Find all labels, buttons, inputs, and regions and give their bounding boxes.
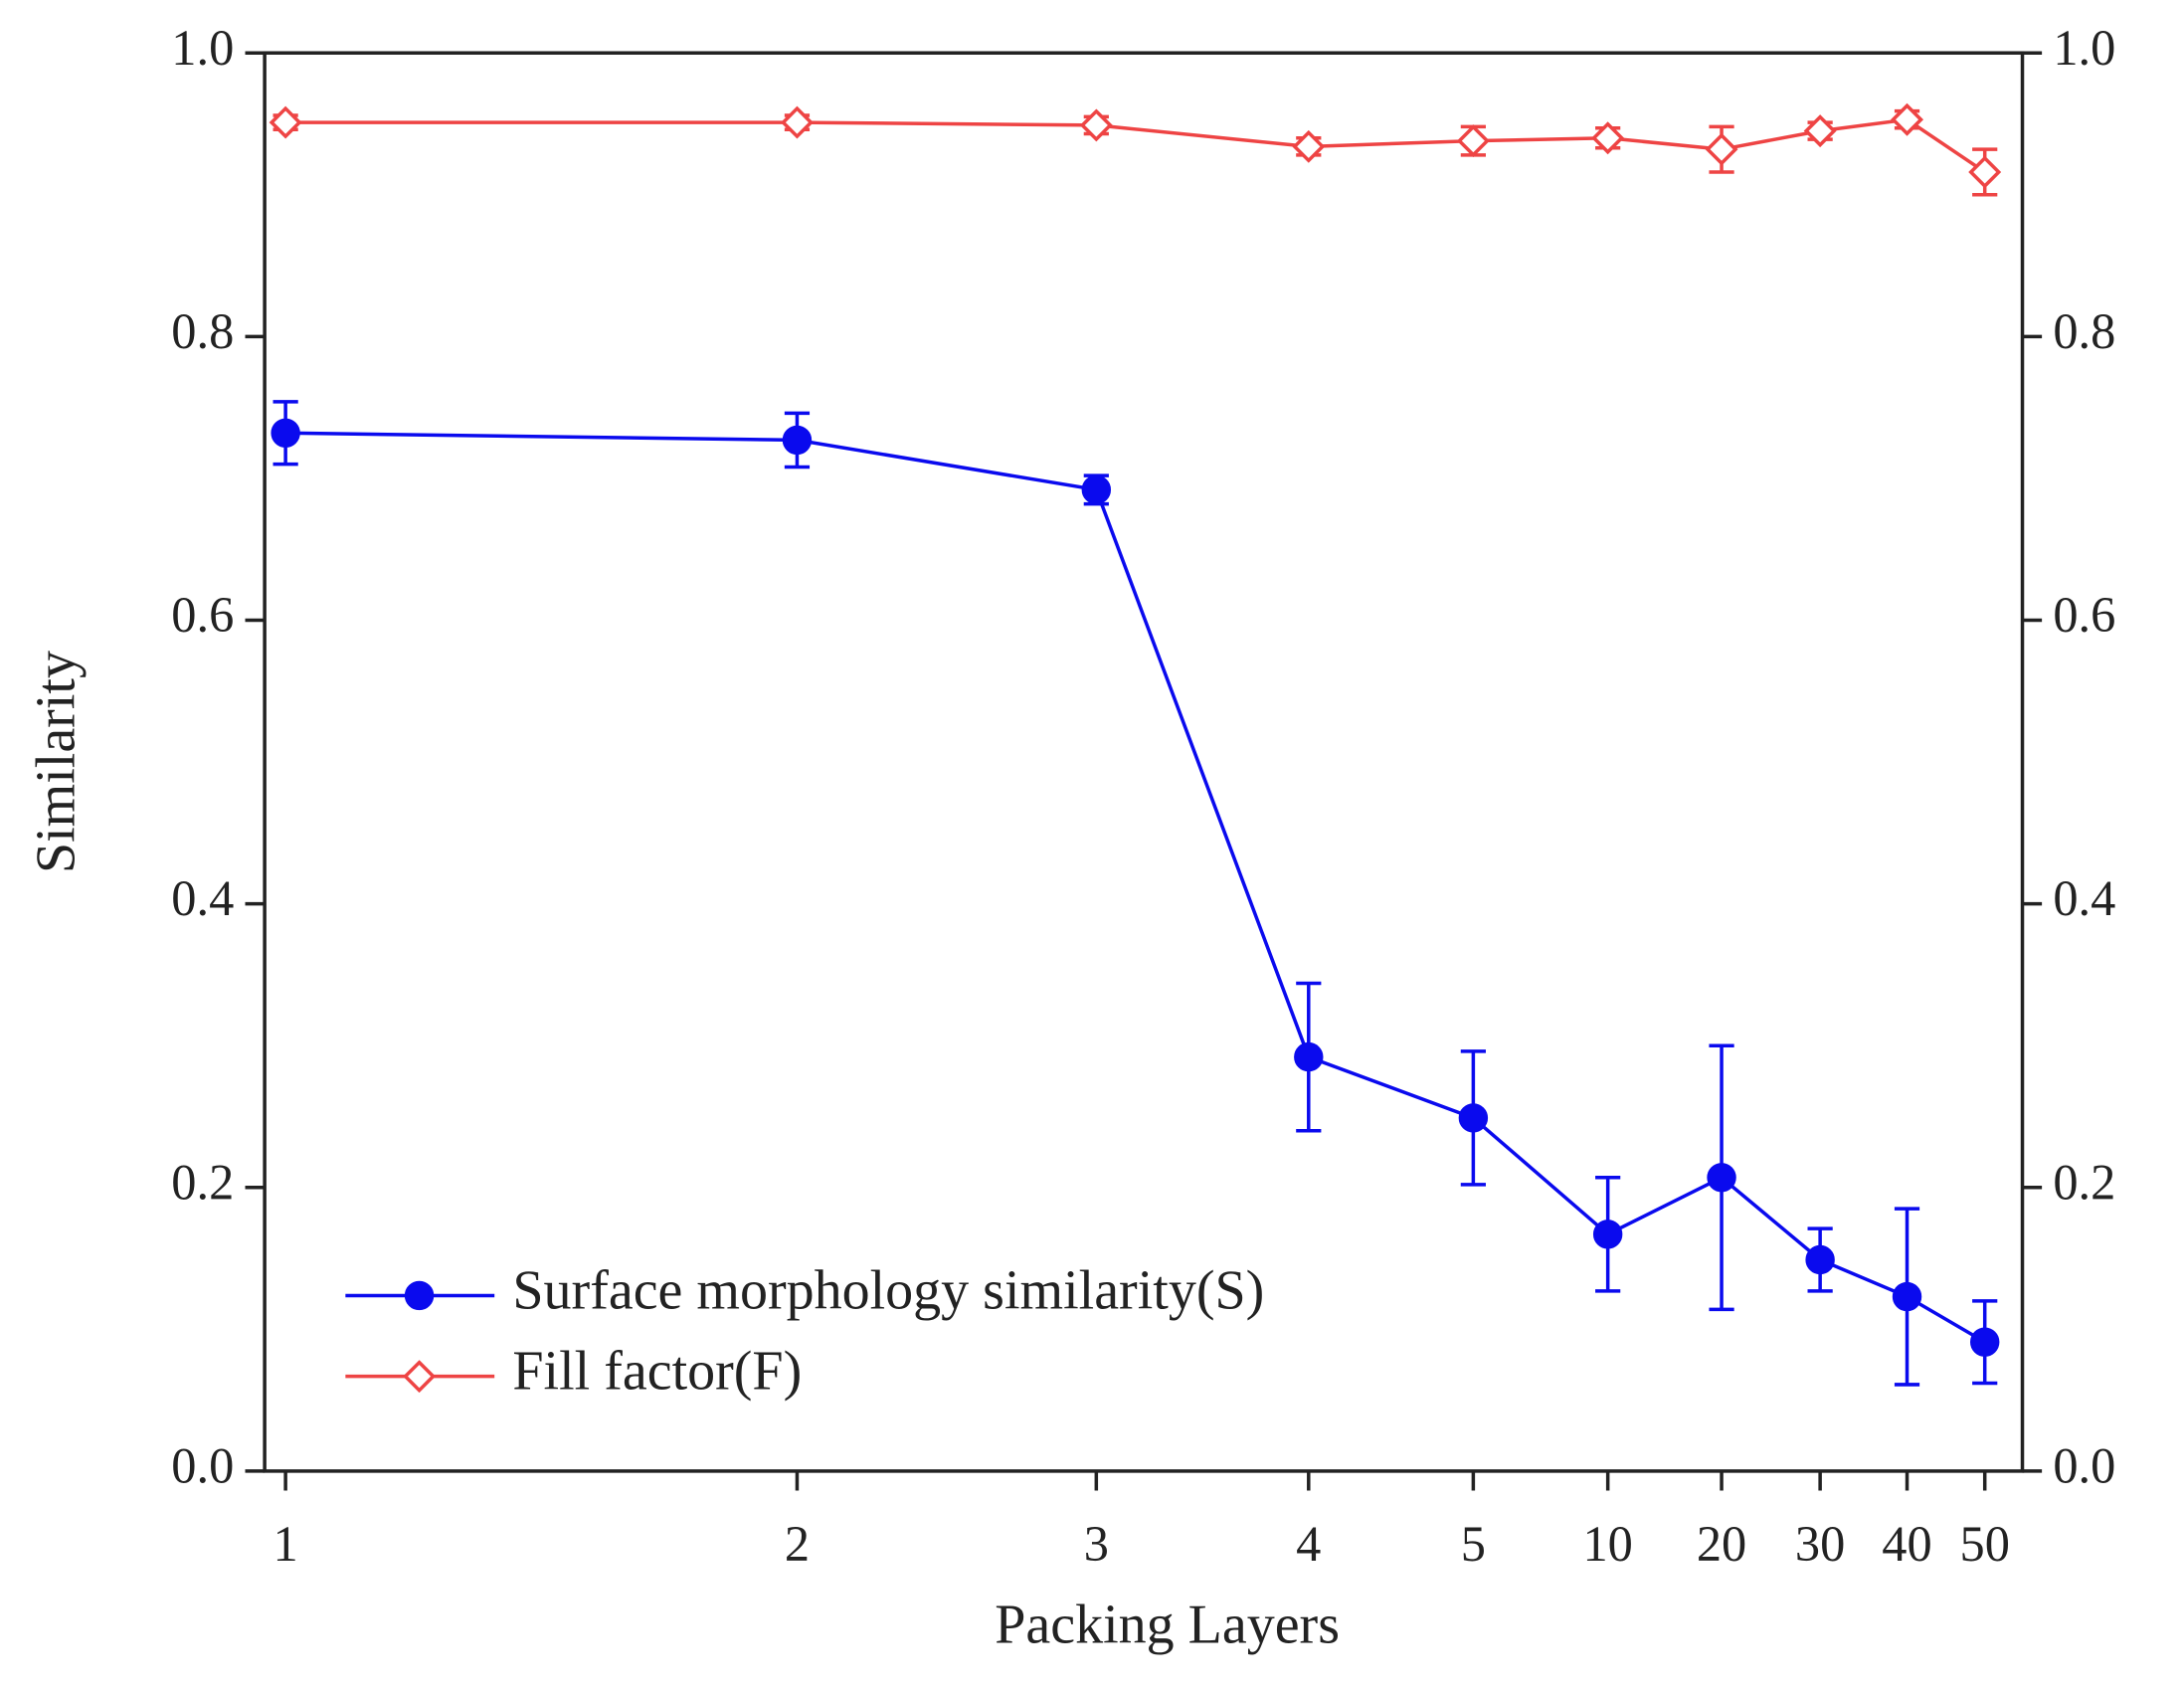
x-tick-label: 30 [1795,1516,1845,1572]
marker [1970,1327,2000,1357]
marker [1292,129,1326,163]
marker [1456,124,1490,158]
x-tick-label: 10 [1582,1516,1632,1572]
marker [1458,1103,1489,1133]
y-tick-label: 0.6 [171,587,234,643]
y-axis-label: Similarity [26,651,88,873]
marker [780,105,814,139]
marker [1707,1163,1736,1193]
marker [1294,1041,1324,1072]
legend-label: Fill factor(F) [512,1341,802,1403]
y-tick-label: 0.4 [171,870,234,926]
legend-label: Surface morphology similarity(S) [512,1259,1264,1321]
line [285,117,1986,174]
y2-tick-label: 0.4 [2053,870,2115,926]
marker [404,1280,435,1311]
y-tick-label: 1.0 [171,20,234,76]
x-tick-label: 50 [1960,1516,2010,1572]
marker [1705,132,1738,166]
marker [1592,1220,1623,1249]
marker [782,425,813,456]
y-tick-label: 0.0 [171,1437,234,1493]
x-tick-label: 40 [1882,1516,1931,1572]
plot-frame [263,51,2025,1473]
y2-tick-label: 0.8 [2053,303,2115,359]
marker [1079,108,1113,142]
x-tick-label: 4 [1296,1516,1321,1572]
y2-tick-label: 0.6 [2053,587,2115,643]
marker [1891,102,1924,136]
series [271,400,2000,1387]
line [285,431,1986,1344]
y2-tick-label: 0.0 [2053,1437,2115,1493]
marker [1805,1244,1835,1275]
marker [271,418,300,449]
marker [403,1360,437,1394]
x-axis-label: Packing Layers [995,1594,1340,1655]
y2-tick-label: 0.2 [2053,1154,2115,1210]
x-tick-label: 1 [273,1516,298,1572]
series [269,102,2002,197]
x-tick-label: 2 [785,1516,810,1572]
marker [1591,121,1625,155]
marker [1892,1281,1922,1312]
x-tick-label: 20 [1697,1516,1746,1572]
marker [1081,474,1112,505]
x-tick-label: 3 [1084,1516,1109,1572]
marker [1803,114,1837,148]
y-tick-label: 0.8 [171,303,234,359]
y-tick-label: 0.2 [171,1154,234,1210]
x-tick-label: 5 [1461,1516,1486,1572]
marker [1968,155,2002,189]
marker [269,105,302,139]
y2-tick-label: 1.0 [2053,20,2115,76]
